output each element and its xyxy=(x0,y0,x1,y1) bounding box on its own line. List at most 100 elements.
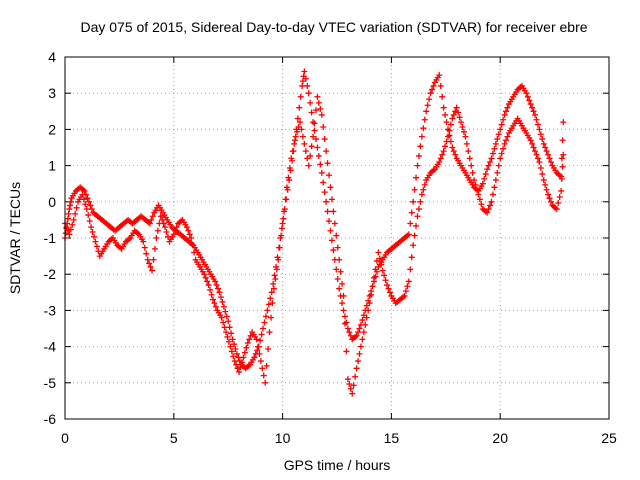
data-point xyxy=(534,121,541,128)
y-tick-label: -2 xyxy=(44,266,57,282)
data-point xyxy=(527,137,534,144)
data-point xyxy=(536,158,543,165)
data-point xyxy=(488,198,495,205)
data-point xyxy=(417,198,424,205)
data-point xyxy=(228,330,235,337)
data-point xyxy=(269,300,276,307)
data-point xyxy=(272,276,279,283)
data-point xyxy=(449,144,456,151)
data-point xyxy=(418,191,425,198)
data-point xyxy=(65,210,72,217)
data-point xyxy=(443,119,450,126)
y-tick-label: 3 xyxy=(48,85,56,101)
data-point xyxy=(80,196,87,203)
data-point xyxy=(323,148,330,155)
data-point xyxy=(370,274,377,281)
data-point xyxy=(475,191,482,198)
x-axis-label: GPS time / hours xyxy=(284,457,391,473)
data-point xyxy=(442,111,449,118)
data-point xyxy=(487,158,494,165)
data-point xyxy=(173,224,180,231)
grid xyxy=(65,57,609,419)
data-point xyxy=(79,191,86,198)
data-point xyxy=(500,116,507,123)
data-point xyxy=(444,133,451,140)
data-point xyxy=(360,329,367,336)
data-point xyxy=(487,202,494,209)
data-point xyxy=(283,184,290,191)
data-point xyxy=(501,140,508,147)
data-point xyxy=(439,93,446,100)
data-point xyxy=(307,152,314,159)
data-point xyxy=(413,222,420,229)
data-point xyxy=(311,120,318,127)
data-point xyxy=(341,313,348,320)
data-point xyxy=(86,218,93,225)
data-point xyxy=(559,137,566,144)
data-point xyxy=(212,303,219,310)
data-point xyxy=(220,319,227,326)
data-point xyxy=(543,148,550,155)
data-point xyxy=(536,126,543,133)
data-point xyxy=(424,102,431,109)
data-point xyxy=(542,144,549,151)
data-point xyxy=(183,224,190,231)
data-point xyxy=(418,133,425,140)
data-point xyxy=(257,358,264,365)
data-point xyxy=(553,206,560,213)
data-point xyxy=(157,213,164,220)
data-point xyxy=(437,155,444,162)
data-point xyxy=(211,300,218,307)
data-point xyxy=(247,332,254,339)
data-point xyxy=(346,329,353,336)
data-point xyxy=(334,244,341,251)
data-point xyxy=(460,128,467,135)
data-point xyxy=(238,359,245,366)
data-point xyxy=(327,227,334,234)
data-point xyxy=(222,308,229,315)
y-tick-label: 4 xyxy=(48,49,56,65)
data-point xyxy=(349,390,356,397)
data-point xyxy=(265,346,272,353)
data-point xyxy=(162,224,169,231)
data-point xyxy=(69,221,76,228)
data-point xyxy=(415,152,422,159)
data-point xyxy=(491,145,498,152)
data-point xyxy=(213,282,220,289)
data-point xyxy=(530,144,537,151)
data-point xyxy=(440,104,447,111)
data-point xyxy=(366,300,373,307)
plot-frame xyxy=(64,56,610,420)
data-point xyxy=(540,140,547,147)
data-point xyxy=(73,204,80,211)
data-point xyxy=(452,108,459,115)
data-point xyxy=(455,109,462,116)
data-point xyxy=(476,196,483,203)
data-point xyxy=(257,337,264,344)
data-point xyxy=(233,361,240,368)
data-point xyxy=(404,283,411,290)
data-point xyxy=(317,161,324,168)
data-point xyxy=(430,82,437,89)
data-point xyxy=(324,160,331,167)
data-point xyxy=(172,227,179,234)
data-point xyxy=(271,272,278,279)
data-point xyxy=(375,249,382,256)
data-point xyxy=(453,104,460,111)
y-tick-label: 1 xyxy=(48,158,56,174)
data-point xyxy=(346,381,353,388)
data-point xyxy=(264,307,271,314)
data-point xyxy=(379,267,386,274)
data-point xyxy=(340,307,347,314)
data-point xyxy=(163,228,170,235)
data-point xyxy=(415,206,422,213)
data-point xyxy=(330,208,337,215)
data-point xyxy=(498,150,505,157)
data-point xyxy=(298,126,305,133)
data-point xyxy=(246,336,253,343)
data-point xyxy=(376,255,383,262)
data-point xyxy=(267,314,274,321)
data-point xyxy=(527,101,534,108)
data-point xyxy=(278,232,285,239)
data-point xyxy=(414,213,421,220)
